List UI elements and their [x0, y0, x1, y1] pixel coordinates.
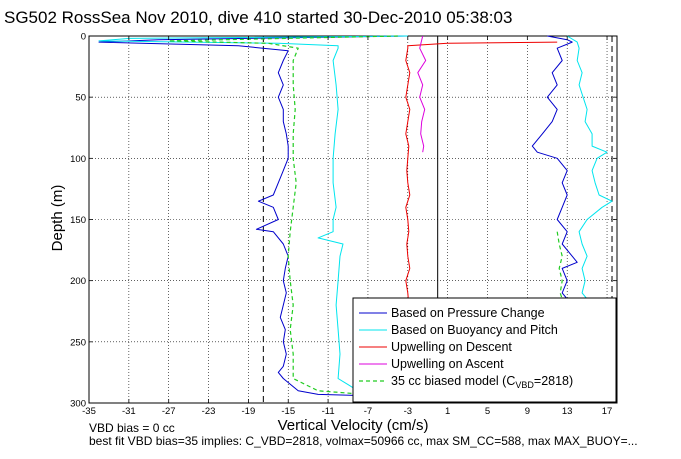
- y-tick-label: 0: [81, 32, 86, 43]
- x-tick-label: -15: [281, 406, 295, 417]
- legend-box: [352, 297, 617, 403]
- x-tick-label: 17: [602, 406, 613, 417]
- legend-model-prefix: 35 cc biased model (C: [391, 374, 515, 388]
- note-best-fit: best fit VBD bias=35 implies: C_VBD=2818…: [89, 434, 638, 448]
- y-tick-label: 300: [70, 399, 86, 410]
- series-line-model: [168, 35, 398, 398]
- y-tick-label: 250: [70, 337, 86, 348]
- tick-layer: -35 -31 -27 -23 -19 -15 -11 -7 -3 1 5 9 13 1705010015…: [70, 32, 617, 417]
- x-tick-label: -7: [364, 406, 372, 417]
- x-tick-label: -11: [322, 406, 335, 417]
- legend-label-buoyancy: Based on Buoyancy and Pitch: [391, 323, 558, 337]
- legend-label-pressure: Based on Pressure Change: [391, 306, 545, 320]
- x-axis-label: Vertical Velocity (cm/s): [278, 417, 429, 434]
- legend-label-model: 35 cc biased model (CVBD=2818): [391, 374, 573, 390]
- series-line-buoyancy: [98, 35, 408, 398]
- series-line-upwelling-ascent: [417, 35, 427, 153]
- note-vbd-bias: VBD bias = 0 cc: [89, 421, 175, 435]
- legend-label-upwelling-ascent: Upwelling on Ascent: [391, 357, 504, 371]
- y-tick-label: 150: [70, 215, 86, 226]
- chart-title: SG502 RossSea Nov 2010, dive 410 started…: [4, 8, 512, 27]
- legend-model-subscript: VBD: [515, 380, 534, 390]
- x-tick-label: -23: [202, 406, 216, 417]
- y-tick-label: 100: [70, 154, 86, 165]
- x-tick-label: -3: [404, 406, 412, 417]
- x-tick-label: 13: [562, 406, 573, 417]
- x-tick-label: -27: [162, 406, 176, 417]
- y-tick-label: 50: [75, 93, 86, 104]
- series-line-pressure: [98, 35, 408, 398]
- y-tick-label: 200: [70, 276, 86, 287]
- series-line-model: [556, 231, 563, 300]
- series-line-pressure: [531, 35, 578, 300]
- x-tick-label: 9: [525, 406, 530, 417]
- legend-label-upwelling-descent: Upwelling on Descent: [391, 340, 512, 354]
- legend: Based on Pressure Change Based on Buoyan…: [352, 297, 617, 403]
- series-line-buoyancy: [566, 35, 613, 300]
- y-axis-label: Depth (m): [49, 185, 66, 252]
- x-tick-label: 5: [485, 406, 490, 417]
- x-tick-label: -19: [242, 406, 256, 417]
- x-tick-label: -35: [82, 406, 96, 417]
- x-tick-label: 1: [445, 406, 450, 417]
- legend-model-suffix: =2818): [534, 374, 573, 388]
- x-tick-label: -31: [122, 406, 136, 417]
